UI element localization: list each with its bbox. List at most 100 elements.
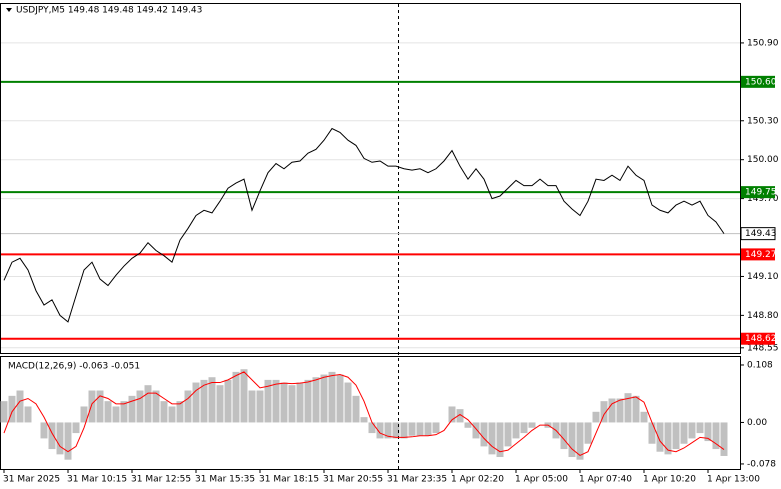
- price-line: [3, 127, 725, 323]
- histogram-bar: [360, 417, 368, 423]
- histogram-bar: [312, 377, 320, 423]
- histogram-bar: [696, 422, 704, 434]
- level-label: 150.60: [745, 77, 777, 87]
- histogram-bar: [416, 422, 424, 436]
- histogram-bar: [672, 422, 680, 450]
- x-tick-label: 31 Mar 12:55: [131, 475, 191, 485]
- level-label-box: [741, 248, 775, 261]
- x-tick-label: 31 Mar 18:15: [259, 475, 319, 485]
- histogram-bar: [576, 422, 584, 460]
- histogram-bar: [48, 422, 56, 450]
- histogram-bar: [608, 398, 616, 423]
- histogram-bar: [384, 422, 392, 439]
- histogram-bar: [408, 422, 416, 436]
- histogram-bar: [272, 379, 280, 423]
- histogram-bar: [200, 379, 208, 423]
- histogram-bar: [504, 422, 512, 447]
- histogram-bar: [496, 422, 504, 458]
- histogram-bar: [632, 395, 640, 423]
- histogram-bar: [352, 395, 360, 423]
- y-tick-label: 0.00: [747, 418, 767, 428]
- level-label-box: [741, 186, 775, 199]
- histogram-bar: [432, 422, 440, 434]
- signal-line: [3, 371, 725, 457]
- x-tick-label: 1 Apr 05:00: [515, 475, 568, 485]
- histogram-bar: [288, 385, 296, 423]
- histogram-bar: [720, 422, 728, 456]
- histogram-bar: [280, 382, 288, 423]
- histogram-bar: [528, 422, 536, 428]
- histogram-bar: [664, 422, 672, 455]
- histogram-bar: [376, 422, 384, 439]
- histogram-bar: [80, 406, 88, 423]
- histogram-bar: [232, 371, 240, 423]
- histogram-bar: [144, 385, 152, 423]
- histogram-bar: [208, 377, 216, 423]
- y-tick-label: 149.70: [747, 194, 779, 204]
- y-tick-label: 148.55: [747, 343, 779, 353]
- x-tick-label: 31 Mar 20:55: [323, 475, 383, 485]
- histogram-bar: [112, 406, 120, 423]
- y-tick-label: 148.80: [747, 311, 779, 321]
- histogram-bar: [584, 422, 592, 444]
- histogram-bar: [168, 406, 176, 423]
- x-tick-label: 31 Mar 15:35: [195, 475, 255, 485]
- last-price-label: 149.43: [745, 229, 777, 239]
- histogram-bar: [560, 422, 568, 450]
- x-tick-label: 1 Apr 02:20: [451, 475, 504, 485]
- histogram-bar: [456, 409, 464, 423]
- histogram-bar: [40, 422, 48, 439]
- x-tick-label: 31 Mar 2025: [3, 475, 60, 485]
- histogram-bar: [592, 411, 600, 423]
- histogram-bar: [320, 374, 328, 423]
- histogram-bar: [248, 390, 256, 423]
- histogram-bar: [88, 390, 96, 423]
- histogram-bar: [328, 371, 336, 423]
- price-panel: [0, 3, 741, 354]
- y-tick-label: 150.90: [747, 38, 779, 48]
- x-tick-label: 1 Apr 13:00: [707, 475, 760, 485]
- histogram-bar: [176, 401, 184, 423]
- y-tick-label: -0.078: [747, 459, 776, 469]
- histogram-bar: [64, 422, 72, 460]
- histogram-bar: [344, 382, 352, 423]
- histogram-bar: [488, 422, 496, 455]
- histogram-bar: [448, 406, 456, 423]
- histogram-bar: [624, 393, 632, 423]
- histogram-bar: [336, 374, 344, 423]
- histogram-bar: [0, 401, 8, 423]
- histogram-bar: [192, 382, 200, 423]
- histogram-bar: [304, 379, 312, 423]
- histogram-bar: [392, 422, 400, 439]
- histogram-bar: [704, 422, 712, 442]
- x-tick-label: 1 Apr 10:20: [643, 475, 696, 485]
- y-tick-label: 149.10: [747, 272, 779, 282]
- y-tick-label: 150.00: [747, 155, 779, 165]
- histogram-bar: [56, 422, 64, 455]
- histogram-bar: [656, 422, 664, 452]
- histogram-bar: [472, 422, 480, 439]
- histogram-bar: [424, 422, 432, 436]
- histogram-bar: [680, 422, 688, 444]
- histogram-bar: [72, 422, 80, 434]
- y-tick-label: 0.108: [747, 360, 773, 370]
- level-label: 148.62: [745, 334, 777, 344]
- level-label: 149.27: [745, 250, 777, 260]
- histogram-bar: [688, 422, 696, 439]
- histogram-bar: [184, 390, 192, 423]
- x-tick-label: 31 Mar 10:15: [67, 475, 127, 485]
- histogram-bar: [368, 422, 376, 434]
- histogram-bar: [256, 390, 264, 423]
- histogram-bar: [136, 390, 144, 423]
- histogram-bar: [216, 385, 224, 423]
- level-label-box: [741, 75, 775, 88]
- histogram-bar: [240, 369, 248, 423]
- x-tick-label: 31 Mar 23:35: [387, 475, 447, 485]
- histogram-bar: [512, 422, 520, 439]
- histogram-bar: [120, 401, 128, 423]
- level-label: 149.75: [745, 188, 777, 198]
- symbol-arrow: [6, 8, 12, 12]
- histogram-bar: [464, 422, 472, 428]
- histogram-bar: [400, 422, 408, 439]
